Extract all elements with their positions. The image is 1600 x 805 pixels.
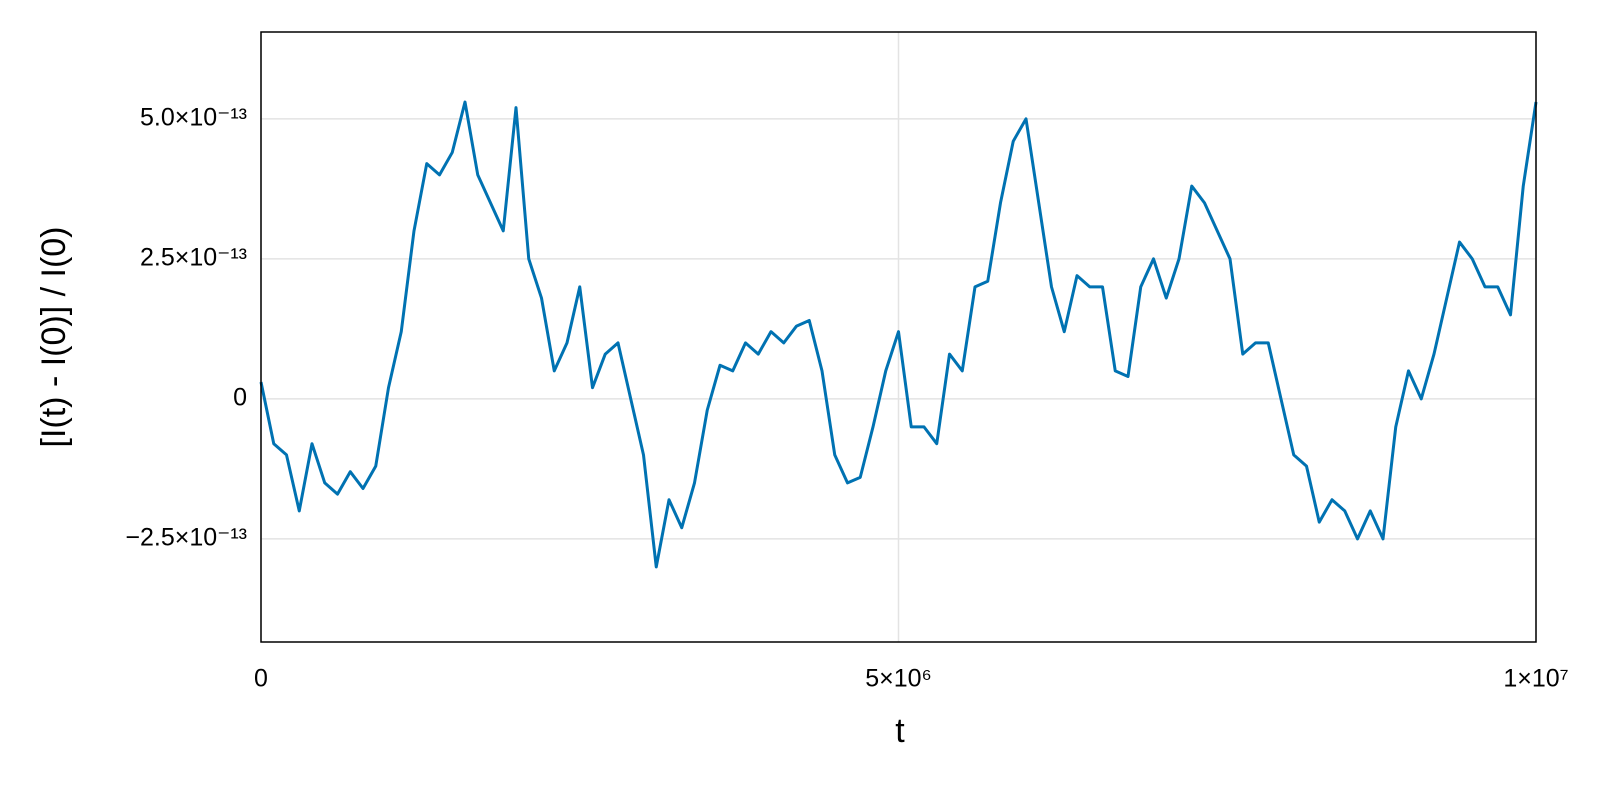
x-axis-label: t bbox=[895, 712, 905, 750]
y-tick-label: 5.0×10⁻¹³ bbox=[140, 103, 247, 131]
y-tick-label: 2.5×10⁻¹³ bbox=[140, 243, 247, 271]
x-tick-label: 5×10⁶ bbox=[865, 665, 932, 693]
y-tick-label: −2.5×10⁻¹³ bbox=[125, 524, 247, 552]
data-line bbox=[259, 100, 1538, 569]
x-tick-label: 0 bbox=[254, 665, 268, 693]
y-tick-label: 0 bbox=[233, 384, 247, 412]
y-axis-label: [I(t) - I(0)] / I(0) bbox=[35, 227, 73, 448]
x-tick-label: 1×10⁷ bbox=[1503, 665, 1568, 693]
plot-frame bbox=[260, 31, 1537, 643]
